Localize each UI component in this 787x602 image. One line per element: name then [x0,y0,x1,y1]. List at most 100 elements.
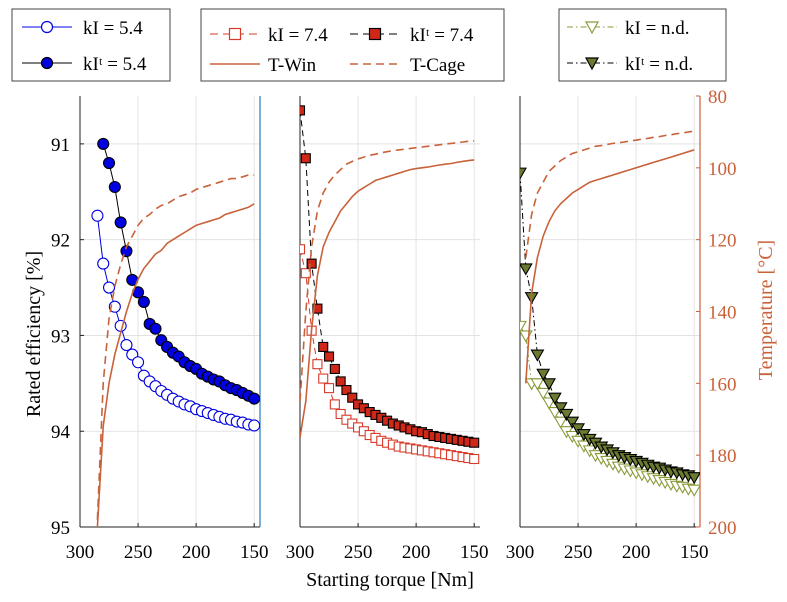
data-point [248,419,260,432]
data-point [559,408,574,422]
series-line-T-Cage [525,130,695,258]
data-point [120,338,133,352]
data-point [329,363,340,375]
x-tick-label: 150 [460,542,489,563]
data-point [547,407,562,420]
data-point [687,472,700,485]
data-point [329,399,340,410]
x-tick-label: 300 [66,542,95,563]
legend-label-kI-5.4: kI = 5.4 [83,18,143,39]
y-tick-label: 91 [51,135,70,156]
data-point [323,383,335,394]
data-point [149,322,162,335]
legend-marker-filled-square [368,27,382,41]
data-point [542,397,556,410]
data-point [137,295,150,308]
x-tick-label: 250 [564,542,593,563]
legend-box-3: kI = n.d. kIᵗ = n.d. [558,8,727,82]
legend-label-kIt-7.4: kIᵗ = 7.4 [410,25,474,46]
y-tick-label: 93 [51,326,70,347]
y-tick-label: 95 [51,518,70,539]
y2-tick-label: 140 [708,303,737,324]
data-point [323,351,335,362]
series-line-T-Win [300,159,475,438]
series-line-T-Cage [300,140,475,402]
y2-tick-label: 200 [708,518,737,539]
x-tick-label: 250 [124,542,153,563]
x-tick-label: 250 [344,542,373,563]
legend-label-kI-nd: kI = n.d. [625,18,690,39]
series-line-T-Win [96,203,255,527]
series-line-T-Cage [96,174,255,520]
data-point [306,258,317,269]
x-tick-label: 300 [506,542,535,563]
data-point [536,387,551,401]
data-point [312,303,323,314]
data-point [300,244,306,255]
data-point [300,153,311,164]
legend-marker-open-triangle [584,21,600,35]
x-axis-label: Starting torque [Nm] [306,569,474,591]
series-line-T-Win [525,149,695,384]
data-point [102,156,116,170]
data-point [300,268,311,279]
panel-left: 300 250 200 150 91 92 93 94 95 [51,96,268,563]
data-point [248,392,260,405]
y-tick-label: 92 [51,231,70,252]
data-point [114,319,127,332]
data-point [520,263,533,276]
data-point [687,484,700,497]
data-point [97,137,110,150]
data-point [469,437,480,448]
data-point [520,167,527,180]
data-point [547,392,562,405]
panel-right: 300 250 200 150 80 100 120 140 160 180 200 [506,87,737,563]
data-point [341,384,352,396]
data-point [347,392,358,403]
legend-label-t-cage: T-Cage [410,55,465,76]
y2-tick-label: 120 [708,231,737,252]
x-tick-label: 150 [680,542,709,563]
data-point [536,368,551,381]
legend-marker-open-square [228,27,242,41]
data-point [520,330,533,343]
y2-tick-label: 80 [708,87,727,108]
y2-axis-label: Temperature [°C] [755,240,777,380]
x-tick-label: 150 [240,542,269,563]
series-group-left [91,137,260,527]
data-point [318,373,329,384]
y2-tick-label: 180 [708,446,737,467]
legend-label-kIt-5.4: kIᵗ = 5.4 [83,54,147,75]
y2-tick-label: 100 [708,159,737,180]
data-point [300,105,306,116]
x-tick-label: 200 [402,542,431,563]
legend-label-kI-7.4: kI = 7.4 [268,25,328,46]
legend-label-kIt-nd: kIᵗ = n.d. [625,54,693,75]
data-point [530,349,545,362]
data-point [108,180,121,194]
data-point [530,378,545,391]
x-tick-label: 200 [622,542,651,563]
x-tick-label: 300 [286,542,315,563]
y-axis-label: Rated efficiency [%] [23,251,45,417]
legend-marker-filled-circle [40,56,54,70]
data-point [520,320,527,333]
legend-box-2: kI = 7.4 kIᵗ = 7.4 T-Win T-Cage [200,8,505,82]
data-point [469,453,480,465]
data-point [553,416,568,429]
data-point [318,341,329,352]
series-group-right [520,130,700,497]
legend-box-1: kI = 5.4 kIᵗ = 5.4 [11,8,171,82]
y-tick-label: 94 [51,422,71,443]
data-point [335,376,346,387]
data-point [97,257,110,270]
data-point [132,356,145,369]
legend-marker-filled-triangle [584,57,600,71]
y2-tick-label: 160 [708,374,737,395]
data-point [335,408,346,420]
data-point [91,209,104,222]
data-point [565,416,580,429]
data-point [102,281,116,294]
data-point [114,216,127,229]
legend-marker-open-circle [40,20,54,34]
